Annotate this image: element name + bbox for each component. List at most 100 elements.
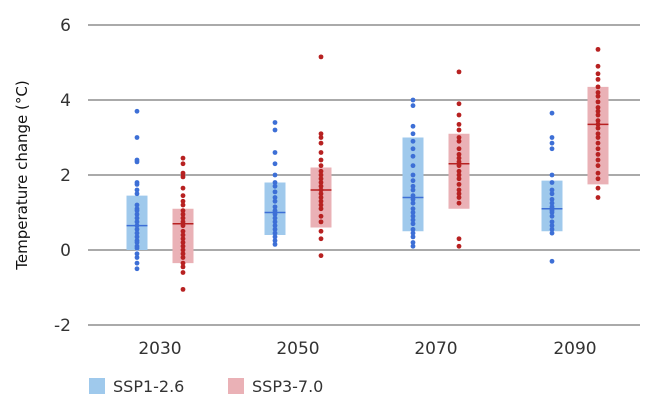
- data-point: [595, 76, 601, 82]
- legend: SSP1-2.6 SSP3-7.0: [89, 377, 323, 396]
- data-point: [595, 163, 601, 169]
- data-point: [456, 172, 462, 178]
- data-point: [549, 180, 555, 185]
- data-point: [410, 206, 416, 212]
- data-point: [180, 251, 186, 257]
- data-point: [134, 181, 140, 187]
- data-point: [134, 159, 140, 165]
- data-point: [318, 219, 324, 225]
- data-point: [180, 202, 186, 208]
- data-point: [318, 180, 324, 185]
- y-tick-label: 2: [60, 166, 71, 186]
- data-point: [180, 198, 186, 204]
- data-point: [318, 228, 324, 234]
- data-point: [549, 219, 555, 225]
- data-point: [134, 260, 140, 266]
- data-point: [272, 120, 278, 125]
- data-point: [595, 118, 601, 124]
- data-point: [134, 191, 140, 197]
- legend-swatch: [228, 378, 244, 394]
- data-point: [180, 270, 186, 275]
- data-point: [180, 155, 186, 161]
- data-point: [318, 135, 324, 140]
- data-point: [456, 146, 462, 152]
- data-point: [318, 150, 324, 155]
- data-point: [410, 240, 416, 245]
- data-point: [410, 178, 416, 184]
- data-point: [134, 245, 140, 251]
- legend-label: SSP3-7.0: [252, 377, 323, 396]
- x-tick-label: 2050: [276, 339, 319, 359]
- data-point: [180, 185, 186, 191]
- data-point: [595, 151, 601, 157]
- data-point: [318, 172, 324, 178]
- data-point: [134, 266, 140, 272]
- data-point: [456, 101, 462, 107]
- data-point: [595, 108, 601, 114]
- data-point: [180, 219, 186, 225]
- data-point: [180, 240, 186, 245]
- data-point: [272, 211, 278, 217]
- data-point: [318, 157, 324, 163]
- data-point: [134, 240, 140, 245]
- data-point: [456, 187, 462, 193]
- data-point: [595, 105, 601, 110]
- data-point: [595, 99, 601, 105]
- data-point: [180, 286, 186, 292]
- data-point: [410, 243, 416, 249]
- data-point: [318, 198, 324, 204]
- data-point: [410, 221, 416, 227]
- data-point: [595, 125, 601, 131]
- data-point: [410, 183, 416, 189]
- data-point: [595, 112, 601, 118]
- data-point: [272, 215, 278, 221]
- data-point: [595, 46, 601, 52]
- data-point: [134, 187, 140, 193]
- data-point: [410, 230, 416, 236]
- data-point: [318, 187, 324, 193]
- data-point: [318, 168, 324, 174]
- data-point: [456, 195, 462, 200]
- y-tick-labels: 6 4 2 0 -2: [54, 16, 71, 336]
- data-point: [456, 236, 462, 242]
- data-point: [180, 255, 186, 260]
- data-point: [180, 170, 186, 176]
- data-point: [410, 131, 416, 137]
- data-point: [456, 138, 462, 144]
- data-point: [318, 183, 324, 189]
- data-point: [180, 208, 186, 214]
- points: [134, 46, 601, 292]
- data-point: [272, 223, 278, 229]
- data-point: [456, 243, 462, 249]
- data-point: [134, 226, 140, 232]
- data-point: [595, 131, 601, 137]
- data-point: [134, 219, 140, 225]
- x-tick-label: 2030: [138, 339, 181, 359]
- data-point: [549, 196, 555, 202]
- data-point: [456, 121, 462, 127]
- data-point: [180, 247, 186, 253]
- data-point: [272, 150, 278, 155]
- data-point: [318, 54, 324, 60]
- data-point: [134, 234, 140, 240]
- data-point: [318, 140, 324, 146]
- data-point: [549, 172, 555, 178]
- y-tick-label: 4: [60, 91, 71, 111]
- data-point: [456, 112, 462, 118]
- data-point: [272, 198, 278, 204]
- data-point: [595, 185, 601, 191]
- data-point: [595, 63, 601, 69]
- data-point: [318, 176, 324, 182]
- data-point: [272, 204, 278, 210]
- data-point: [549, 191, 555, 197]
- data-point: [549, 226, 555, 232]
- data-point: [180, 243, 186, 249]
- data-point: [134, 251, 140, 257]
- data-point: [272, 234, 278, 240]
- data-point: [180, 215, 186, 221]
- data-point: [318, 213, 324, 219]
- data-point: [595, 176, 601, 182]
- data-point: [134, 202, 140, 208]
- data-point: [410, 213, 416, 219]
